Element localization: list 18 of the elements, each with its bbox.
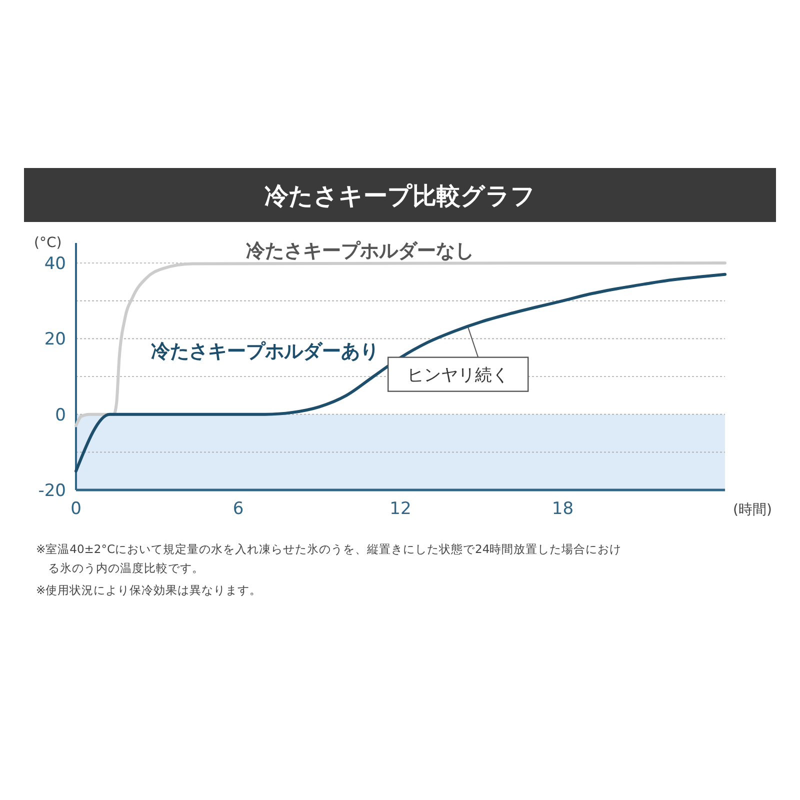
line-series [74,262,726,428]
series-label: 冷たさキープホルダーなし [246,240,474,262]
x-axis-title: (時間) [733,502,772,518]
series-label: 冷たさキープホルダーあり [151,340,379,363]
y-tick-label: 40 [44,254,66,274]
text: ※室温40±2°Cにおいて規定量の水を入れ凍らせた氷のうを、縦置きにした状態で24時間放置した場合における氷のう内の温度比較です。 [36,542,622,575]
annotation: ヒンヤリ続く [407,365,510,386]
x-tick-label: 0 [70,499,82,519]
x-tick-label: 6 [232,499,244,519]
chart-title: 冷たさキープ比較グラフ [264,182,536,210]
y-tick-label: 20 [44,330,66,350]
text: ※使用状況により保冷効果は異なります。 [36,583,262,597]
y-tick-label: -20 [38,480,66,501]
x-tick-label: 18 [552,499,574,519]
x-tick-label: 12 [390,499,412,519]
y-axis-title: (°C) [34,235,62,251]
line-series [74,272,726,473]
y-tick-label: 0 [55,405,66,426]
